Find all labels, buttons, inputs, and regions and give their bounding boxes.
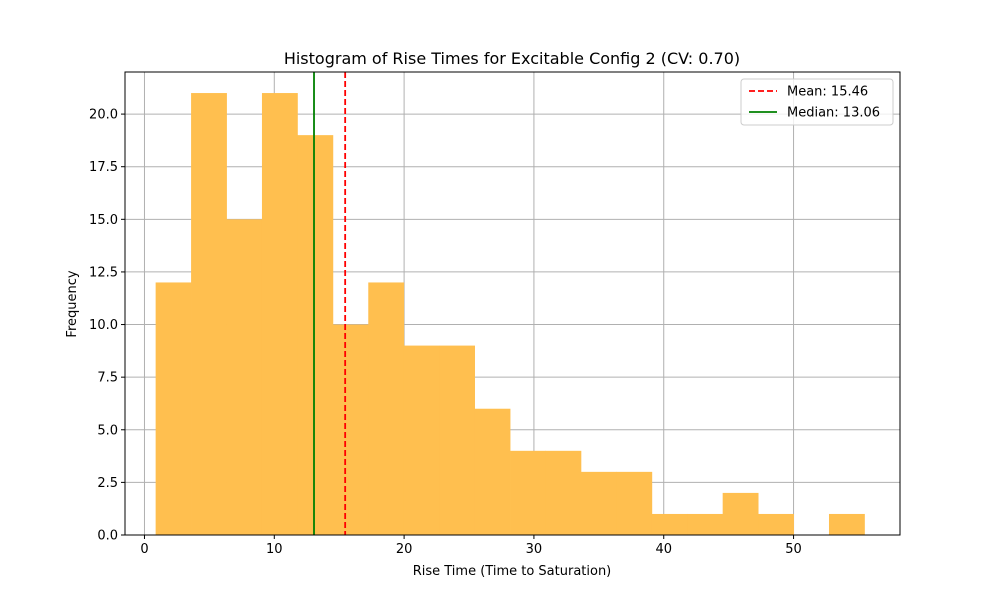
histogram-bar [828,513,865,535]
histogram-bar [687,513,724,535]
y-tick-label: 5.0 [97,423,118,438]
legend-label: Mean: 15.46 [787,85,868,100]
x-tick-label: 10 [266,542,283,557]
y-tick-label: 7.5 [97,371,118,386]
histogram-bar [651,513,688,535]
bars [155,93,865,536]
plot-frame [124,71,901,536]
histogram-bar [297,135,334,536]
histogram-bar [403,345,440,535]
histogram-bar [758,513,794,535]
legend-label: Median: 13.06 [787,106,880,121]
x-tick-label: 20 [396,542,413,557]
axis-ticks: 0 10 20 30 40 50 0.0 2.5 5.0 7.5 10.0 12.5 15.0 17.5 2… [89,108,802,557]
x-tick-label: 50 [785,542,802,557]
histogram-bar [332,324,369,535]
y-tick-label: 10.0 [89,318,118,333]
y-tick-label: 20.0 [89,108,118,123]
histogram-bar [474,408,511,535]
y-axis-label: Frequency [65,270,80,337]
legend-box [740,78,894,126]
x-tick-label: 40 [655,542,672,557]
histogram-bar [261,93,298,535]
histogram-bar [191,93,227,535]
histogram-bar [545,450,582,535]
y-tick-label: 17.5 [89,160,118,175]
histogram-bar [368,282,405,535]
histogram-bar [510,450,546,535]
y-tick-label: 12.5 [89,265,118,280]
histogram-bar [155,282,192,535]
reference-lines [313,72,347,535]
x-axis-label: Rise Time (Time to Saturation) [413,564,612,579]
chart-title: Histogram of Rise Times for Excitable Co… [284,49,740,68]
histogram-bar [439,345,475,535]
histogram-bar [616,471,653,535]
y-tick-label: 15.0 [89,213,118,228]
legend: Mean: 15.46 Median: 13.06 [740,78,894,126]
histogram-bar [722,492,759,535]
y-tick-label: 0.0 [97,529,118,544]
x-tick-label: 30 [526,542,543,557]
histogram-bar [580,471,617,535]
histogram-bar [226,219,263,535]
y-tick-label: 2.5 [97,476,118,491]
x-tick-label: 0 [140,542,148,557]
